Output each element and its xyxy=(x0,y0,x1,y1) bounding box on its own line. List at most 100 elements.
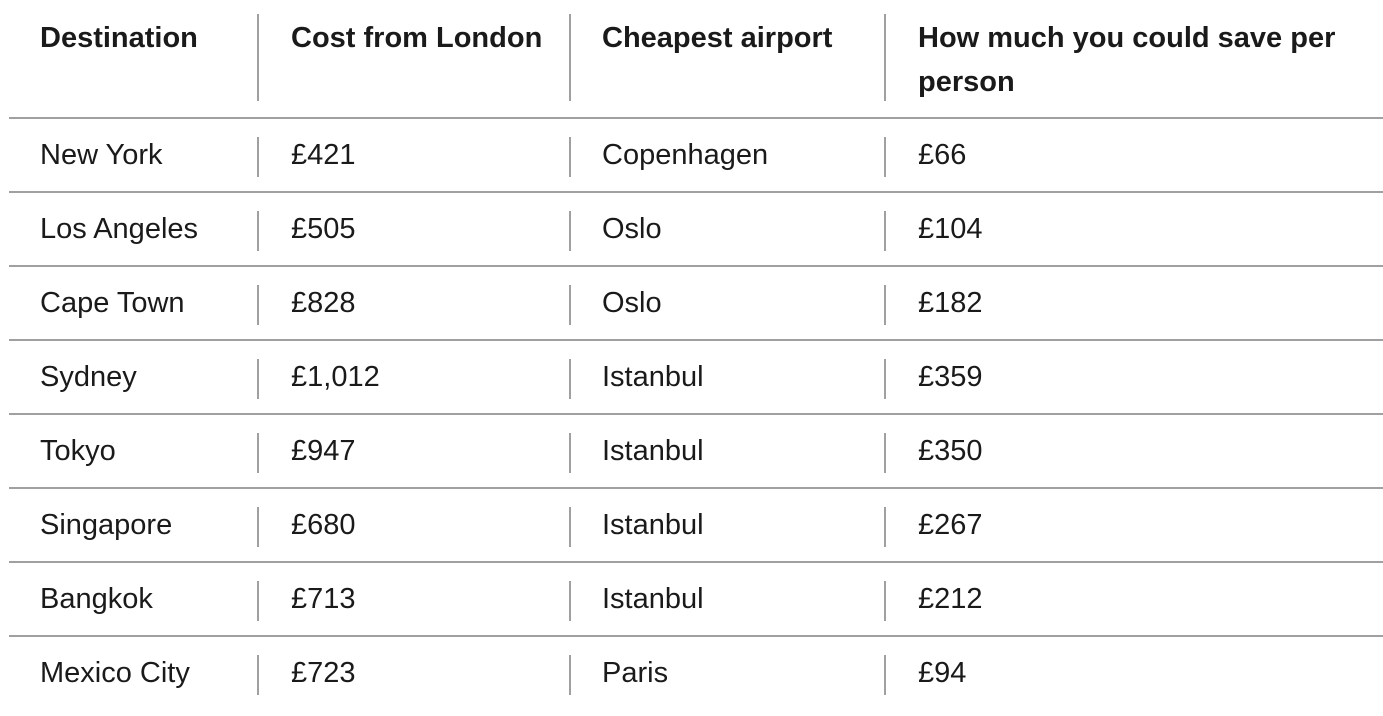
column-divider xyxy=(569,581,571,621)
cell-destination: New York xyxy=(40,139,163,171)
header-label: Cheapest airport xyxy=(602,22,833,54)
column-divider xyxy=(569,655,571,695)
column-divider xyxy=(257,655,259,695)
column-divider xyxy=(884,581,886,621)
cell-airport: Istanbul xyxy=(569,563,884,635)
comparison-table: Destination Cost from London Cheapest ai… xyxy=(9,0,1383,709)
table-row: Mexico City £723 Paris £94 xyxy=(9,637,1383,709)
cell-cost: £947 xyxy=(257,415,569,487)
cell-cost: £680 xyxy=(257,489,569,561)
header-label: Destination xyxy=(40,22,198,54)
cell-value: Paris xyxy=(602,657,669,689)
cell-destination: Sydney xyxy=(40,361,137,393)
cell-value: Istanbul xyxy=(602,435,704,467)
cell-cost: £1,012 xyxy=(257,341,569,413)
table-row: Los Angeles £505 Oslo £104 xyxy=(9,193,1383,267)
cell-value: £359 xyxy=(918,361,983,393)
cell-cost: £723 xyxy=(257,637,569,709)
header-cost-from-london: Cost from London xyxy=(257,0,569,117)
cell-value: £421 xyxy=(291,139,356,171)
cell-savings: £66 xyxy=(884,119,1383,191)
column-divider xyxy=(569,14,571,101)
cell-value: Oslo xyxy=(602,287,662,319)
column-divider xyxy=(257,211,259,251)
cell-value: £182 xyxy=(918,287,983,319)
cell-value: £267 xyxy=(918,509,983,541)
column-divider xyxy=(257,433,259,473)
column-divider xyxy=(257,581,259,621)
cell-cost: £713 xyxy=(257,563,569,635)
header-label: How much you could save per person xyxy=(918,22,1336,98)
cell-cost: £828 xyxy=(257,267,569,339)
cell-value: £66 xyxy=(918,139,967,171)
column-divider xyxy=(569,507,571,547)
cell-cost: £421 xyxy=(257,119,569,191)
column-divider xyxy=(884,655,886,695)
cell-airport: Istanbul xyxy=(569,341,884,413)
table-row: Tokyo £947 Istanbul £350 xyxy=(9,415,1383,489)
cell-airport: Istanbul xyxy=(569,489,884,561)
header-label: Cost from London xyxy=(291,22,543,54)
cell-value: £1,012 xyxy=(291,361,380,393)
cell-value: £680 xyxy=(291,509,356,541)
cell-savings: £94 xyxy=(884,637,1383,709)
cell-savings: £212 xyxy=(884,563,1383,635)
cell-value: Istanbul xyxy=(602,509,704,541)
cell-savings: £182 xyxy=(884,267,1383,339)
column-divider xyxy=(257,507,259,547)
column-divider xyxy=(884,211,886,251)
table-row: Sydney £1,012 Istanbul £359 xyxy=(9,341,1383,415)
cell-value: Istanbul xyxy=(602,583,704,615)
header-cheapest-airport: Cheapest airport xyxy=(569,0,884,117)
cell-savings: £350 xyxy=(884,415,1383,487)
cell-value: £947 xyxy=(291,435,356,467)
cell-value: £723 xyxy=(291,657,356,689)
column-divider xyxy=(569,285,571,325)
cell-destination: Tokyo xyxy=(40,435,116,467)
table-row: New York £421 Copenhagen £66 xyxy=(9,119,1383,193)
column-divider xyxy=(569,211,571,251)
column-divider xyxy=(257,14,259,101)
cell-value: £350 xyxy=(918,435,983,467)
cell-destination: Los Angeles xyxy=(40,213,199,245)
cell-destination: Mexico City xyxy=(40,657,190,689)
table-row: Singapore £680 Istanbul £267 xyxy=(9,489,1383,563)
column-divider xyxy=(569,137,571,177)
cell-value: £104 xyxy=(918,213,983,245)
cell-value: £94 xyxy=(918,657,967,689)
cell-savings: £267 xyxy=(884,489,1383,561)
header-savings: How much you could save per person xyxy=(884,0,1383,117)
cell-value: Oslo xyxy=(602,213,662,245)
cell-value: £828 xyxy=(291,287,356,319)
column-divider xyxy=(884,359,886,399)
column-divider xyxy=(257,285,259,325)
cell-value: Istanbul xyxy=(602,361,704,393)
header-destination: Destination xyxy=(9,0,257,117)
column-divider xyxy=(257,137,259,177)
cell-airport: Copenhagen xyxy=(569,119,884,191)
cell-destination: Singapore xyxy=(40,509,173,541)
cell-airport: Istanbul xyxy=(569,415,884,487)
column-divider xyxy=(569,433,571,473)
cell-value: £713 xyxy=(291,583,356,615)
cell-airport: Oslo xyxy=(569,267,884,339)
column-divider xyxy=(257,359,259,399)
cell-savings: £104 xyxy=(884,193,1383,265)
cell-value: £505 xyxy=(291,213,356,245)
table-header-row: Destination Cost from London Cheapest ai… xyxy=(9,0,1383,119)
table-row: Bangkok £713 Istanbul £212 xyxy=(9,563,1383,637)
column-divider xyxy=(884,137,886,177)
column-divider xyxy=(884,285,886,325)
cell-savings: £359 xyxy=(884,341,1383,413)
column-divider xyxy=(884,507,886,547)
column-divider xyxy=(884,433,886,473)
cell-cost: £505 xyxy=(257,193,569,265)
cell-value: Copenhagen xyxy=(602,139,769,171)
cell-airport: Paris xyxy=(569,637,884,709)
cell-value: £212 xyxy=(918,583,983,615)
cell-airport: Oslo xyxy=(569,193,884,265)
cell-destination: Cape Town xyxy=(40,287,185,319)
column-divider xyxy=(569,359,571,399)
table-row: Cape Town £828 Oslo £182 xyxy=(9,267,1383,341)
column-divider xyxy=(884,14,886,101)
